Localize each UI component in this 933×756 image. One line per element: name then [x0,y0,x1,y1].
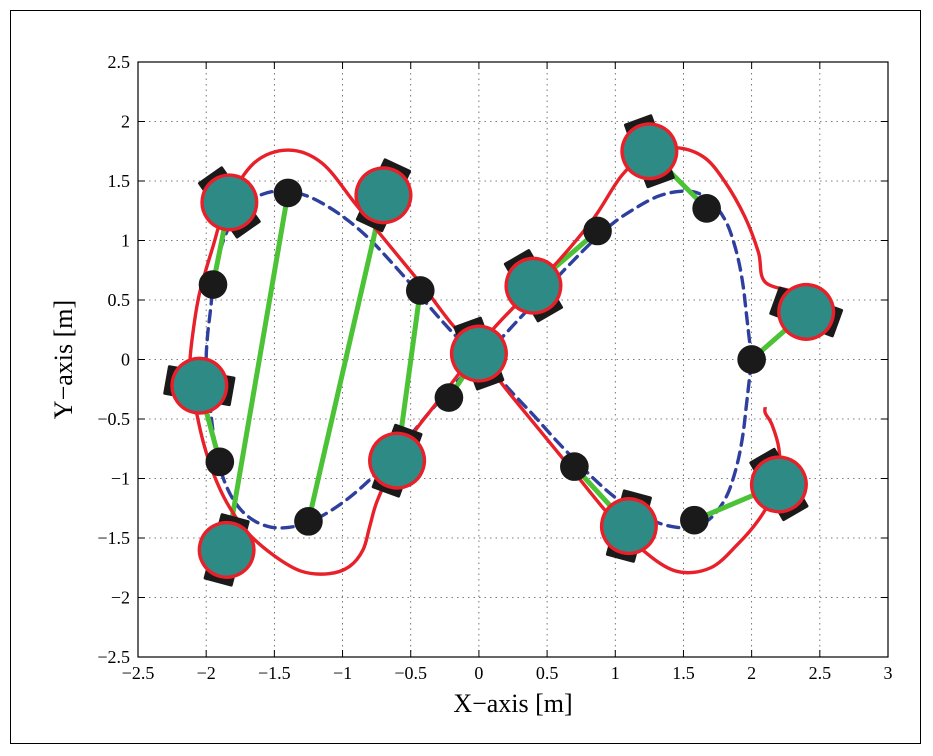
x-tick-label: −2.5 [122,663,155,683]
x-tick-label: −2 [197,663,216,683]
robot [449,316,508,391]
marker-point [560,452,589,481]
y-tick-label: 1.5 [108,171,131,191]
robot [620,114,679,189]
x-tick-label: 2 [747,663,756,683]
x-tick-label: 3 [884,663,893,683]
robot-body [197,520,256,579]
link-segment [224,190,291,553]
x-tick-label: 1.5 [672,663,695,683]
robot-body [620,122,679,181]
robot [354,158,413,233]
marker-point [205,447,235,477]
robot [769,282,844,341]
axis-ticks: −2.5 −2 −1.5 −1 −0.5 0 0.5 1 1.5 2 2.5 3 −2.5 −2 −1.5 −… [97,52,892,683]
robot-body [777,282,836,341]
link-segment [305,192,386,524]
y-tick-label: 2.5 [108,52,131,72]
robot [599,489,658,563]
robot-body [599,497,658,556]
y-tick-label: −1.5 [97,528,130,548]
marker-point [737,345,766,374]
robot-body [170,356,229,415]
y-axis-label: Y−axis [m] [49,300,78,419]
robot-body [749,455,808,514]
marker-point [273,178,303,208]
robot-body [504,256,563,315]
robot-body [449,324,508,383]
robot [503,249,564,323]
marker-layer [198,178,766,536]
plot-area [163,114,844,587]
robot-body [200,173,259,232]
y-tick-label: −2 [111,588,130,608]
marker-point [434,383,464,412]
robot-body [354,166,413,225]
x-tick-label: 0 [474,663,483,683]
robot [197,513,256,587]
x-tick-label: 2.5 [809,663,832,683]
y-tick-label: −1 [111,469,130,489]
marker-point [198,270,228,299]
y-tick-label: 2 [121,112,130,132]
robot [163,356,236,415]
x-axis-label: X−axis [m] [453,689,572,718]
x-tick-label: −1 [333,663,352,683]
marker-point [294,507,323,536]
y-tick-label: −0.5 [97,409,130,429]
grid-lines [138,62,888,657]
marker-point [405,276,435,305]
robot-body [368,431,427,490]
robot [368,423,427,498]
y-tick-label: −2.5 [97,647,130,667]
robot [749,447,809,522]
x-tick-label: 0.5 [536,663,559,683]
x-tick-label: −1.5 [258,663,291,683]
marker-point [692,194,721,223]
y-tick-label: 0.5 [108,290,131,310]
y-tick-label: 1 [121,231,130,251]
x-tick-label: 1 [611,663,620,683]
x-tick-label: −0.5 [394,663,427,683]
marker-point [680,505,709,535]
robot [198,166,261,239]
y-tick-label: 0 [121,350,130,370]
marker-point [583,216,612,246]
robot-layer [163,114,844,587]
